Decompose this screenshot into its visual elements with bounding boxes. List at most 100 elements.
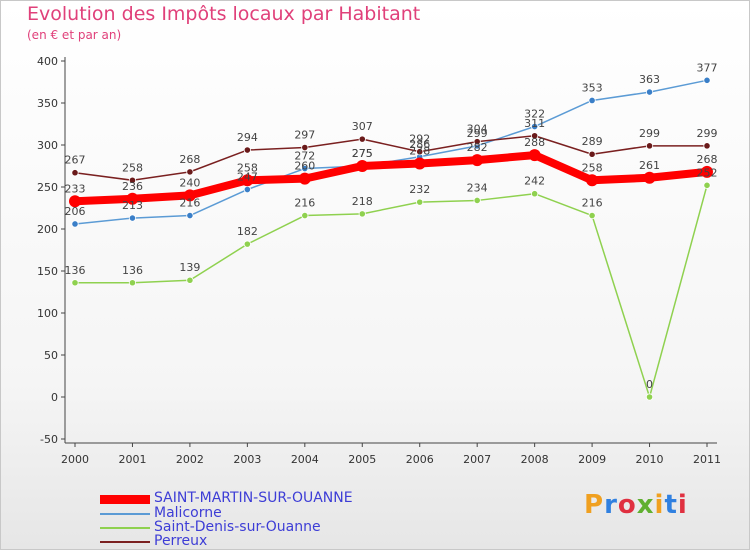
data-point bbox=[473, 138, 481, 146]
x-tick-label: 2005 bbox=[348, 453, 376, 466]
data-point bbox=[71, 169, 79, 177]
data-label: 234 bbox=[467, 181, 488, 194]
data-label: 299 bbox=[697, 127, 718, 140]
data-point bbox=[71, 279, 79, 287]
y-tick-label: 200 bbox=[37, 223, 58, 236]
x-tick-label: 2004 bbox=[291, 453, 319, 466]
series-line-2 bbox=[75, 185, 708, 398]
data-point bbox=[358, 210, 366, 218]
x-tick-label: 2007 bbox=[463, 453, 491, 466]
data-point bbox=[69, 195, 81, 208]
data-point bbox=[473, 196, 481, 205]
data-label: 363 bbox=[639, 73, 660, 86]
data-label: 294 bbox=[237, 131, 258, 144]
data-point bbox=[528, 149, 541, 162]
data-label: 268 bbox=[179, 153, 200, 166]
y-tick-label: 350 bbox=[37, 97, 58, 110]
data-point bbox=[413, 157, 426, 170]
y-tick-label: 300 bbox=[37, 139, 58, 152]
data-label: 236 bbox=[122, 180, 143, 193]
x-tick-label: 2003 bbox=[233, 453, 261, 466]
data-point bbox=[243, 185, 251, 194]
data-point bbox=[186, 211, 194, 220]
data-label: 258 bbox=[122, 161, 143, 174]
y-tick-label: 50 bbox=[44, 349, 58, 362]
legend-swatch bbox=[100, 541, 150, 543]
data-point bbox=[301, 164, 309, 173]
y-tick-label: 400 bbox=[37, 55, 58, 68]
data-label: 258 bbox=[237, 161, 258, 174]
data-label: 260 bbox=[294, 160, 315, 173]
data-label: 288 bbox=[524, 136, 545, 149]
data-point bbox=[703, 142, 711, 150]
data-point bbox=[298, 172, 311, 185]
data-label: 268 bbox=[697, 153, 718, 166]
x-tick-label: 2000 bbox=[61, 453, 89, 466]
data-point bbox=[243, 240, 251, 248]
data-point bbox=[586, 174, 599, 187]
data-label: 292 bbox=[409, 133, 430, 146]
data-label: 297 bbox=[294, 129, 315, 142]
data-label: 232 bbox=[409, 183, 430, 196]
data-point bbox=[356, 160, 369, 172]
data-point bbox=[186, 168, 194, 176]
x-tick-label: 2011 bbox=[693, 453, 721, 466]
data-label: 311 bbox=[524, 117, 545, 130]
data-label: 247 bbox=[237, 171, 258, 184]
data-point bbox=[126, 192, 139, 205]
data-label: 278 bbox=[409, 144, 430, 157]
data-label: 282 bbox=[467, 141, 488, 154]
data-label: 353 bbox=[582, 81, 603, 94]
y-tick-label: 100 bbox=[37, 307, 58, 320]
data-label: 216 bbox=[179, 197, 200, 210]
data-point bbox=[643, 171, 656, 184]
data-label: 216 bbox=[582, 197, 603, 210]
data-label: 252 bbox=[697, 166, 718, 179]
data-label: 267 bbox=[65, 154, 86, 167]
data-point bbox=[645, 393, 654, 401]
data-label: 233 bbox=[65, 182, 86, 195]
x-tick-label: 2006 bbox=[406, 453, 434, 466]
x-tick-label: 2002 bbox=[176, 453, 204, 466]
data-point bbox=[645, 142, 654, 150]
legend-swatch bbox=[100, 494, 150, 504]
data-point bbox=[588, 96, 596, 105]
legend-label: SAINT-MARTIN-SUR-OUANNE bbox=[154, 490, 353, 506]
series-line-1 bbox=[74, 79, 708, 225]
data-point bbox=[703, 76, 711, 84]
data-label: 240 bbox=[179, 176, 200, 189]
data-point bbox=[128, 176, 137, 184]
data-label: 286 bbox=[409, 138, 430, 151]
data-label: 377 bbox=[697, 61, 718, 74]
data-label: 272 bbox=[294, 150, 315, 163]
data-label: 0 bbox=[646, 378, 653, 391]
legend-label: Perreux bbox=[154, 533, 208, 549]
series-line-0 bbox=[74, 151, 708, 206]
data-label: 261 bbox=[639, 159, 660, 172]
data-label: 289 bbox=[582, 135, 603, 148]
data-label: 213 bbox=[122, 199, 143, 212]
legend-label: Saint-Denis-sur-Ouanne bbox=[154, 519, 321, 535]
data-point bbox=[241, 174, 254, 187]
x-tick-label: 2008 bbox=[521, 453, 549, 466]
data-point bbox=[128, 279, 137, 287]
chart-subtitle: (en € et par an) bbox=[27, 28, 122, 42]
data-label: 136 bbox=[122, 264, 143, 277]
data-label: 275 bbox=[352, 147, 373, 160]
data-point bbox=[588, 211, 596, 220]
data-point bbox=[531, 132, 539, 140]
data-label: 275 bbox=[352, 147, 373, 160]
y-tick-label: -50 bbox=[40, 433, 58, 446]
data-point bbox=[183, 189, 196, 202]
data-point bbox=[531, 190, 539, 198]
data-point bbox=[416, 148, 424, 156]
data-point bbox=[301, 143, 309, 152]
series-line-3 bbox=[74, 135, 707, 182]
x-tick-label: 2010 bbox=[636, 453, 664, 466]
x-tick-label: 2001 bbox=[118, 453, 146, 466]
y-tick-label: 250 bbox=[37, 181, 58, 194]
legend-swatch bbox=[100, 527, 150, 529]
data-point bbox=[358, 135, 366, 143]
